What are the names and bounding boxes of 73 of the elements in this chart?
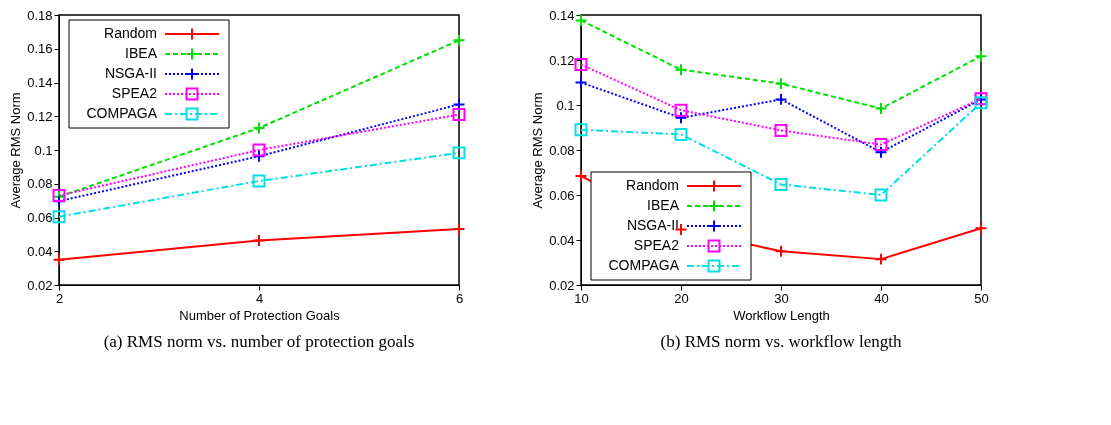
point <box>774 244 788 258</box>
point <box>252 149 266 163</box>
legend-label: Random <box>626 177 679 193</box>
y-tick-label: 0.02 <box>27 277 53 293</box>
legend-label: COMPAGA <box>86 105 158 121</box>
point <box>774 123 788 137</box>
point <box>874 102 888 116</box>
point <box>974 96 988 110</box>
y-tick-label: 0.14 <box>27 75 53 90</box>
y-axis-title: Average RMS Norm <box>530 92 546 209</box>
x-tick-label: 40 <box>874 290 889 306</box>
point <box>452 222 466 236</box>
point <box>252 233 266 247</box>
text: (b) RMS norm vs. workflow length <box>660 332 902 351</box>
legend-label: Random <box>104 25 157 41</box>
x-tick-label: 20 <box>674 290 689 306</box>
point <box>674 128 688 141</box>
point <box>974 221 988 235</box>
x-tick-label: 50 <box>974 290 989 306</box>
point <box>874 188 888 202</box>
point <box>452 108 466 122</box>
point <box>674 111 688 125</box>
point <box>52 253 66 267</box>
legend-label: NSGA-II <box>626 217 679 233</box>
x-axis-title: Number of Protection Goals <box>179 307 341 323</box>
point <box>574 169 588 183</box>
y-tick-label: 0.16 <box>27 41 53 57</box>
y-tick-label: 0.06 <box>549 187 575 203</box>
x-tick-label: 10 <box>574 290 589 306</box>
legend-label: IBEA <box>647 197 680 213</box>
legend-label: IBEA <box>125 45 158 61</box>
point <box>452 33 466 47</box>
text: (a) RMS norm vs. number of protection goals <box>103 332 415 351</box>
point <box>974 49 988 63</box>
point <box>252 143 266 157</box>
x-axis-title: Workflow Length <box>733 307 830 323</box>
y-tick-label: 0.14 <box>549 7 575 23</box>
point <box>774 77 788 91</box>
point <box>252 121 266 135</box>
y-tick-label: 0.12 <box>549 52 575 68</box>
point <box>674 63 688 77</box>
y-tick-label: 0.06 <box>27 210 53 225</box>
y-tick-label: 0.02 <box>549 277 575 293</box>
point <box>674 103 688 117</box>
legend-label: SPEA2 <box>633 237 680 253</box>
point <box>452 146 466 160</box>
point <box>774 177 788 191</box>
x-tick-label: 30 <box>774 290 789 306</box>
y-tick-label: 0.08 <box>549 142 575 158</box>
point <box>774 92 788 106</box>
y-tick-label: 0.1 <box>34 142 53 158</box>
point <box>874 145 888 159</box>
y-tick-label: 0.08 <box>27 176 53 192</box>
legend-label: SPEA2 <box>111 85 158 101</box>
point <box>874 252 888 266</box>
y-tick-label: 0.04 <box>549 232 575 248</box>
legend-label: NSGA-II <box>104 65 157 81</box>
y-axis-title: Average RMS Norm <box>8 92 24 209</box>
point <box>574 76 588 89</box>
y-tick-label: 0.12 <box>27 108 53 124</box>
point <box>574 123 588 137</box>
x-tick-label: 6 <box>455 290 464 306</box>
point <box>574 58 588 71</box>
point <box>574 13 588 27</box>
y-tick-label: 0.1 <box>556 97 575 113</box>
point <box>252 174 266 188</box>
x-tick-label: 2 <box>55 290 64 306</box>
point <box>52 210 66 224</box>
x-tick-label: 4 <box>255 290 264 306</box>
y-tick-label: 0.04 <box>27 243 53 259</box>
legend-label: COMPAGA <box>608 257 680 273</box>
y-tick-label: 0.18 <box>27 7 53 23</box>
point <box>874 138 888 152</box>
